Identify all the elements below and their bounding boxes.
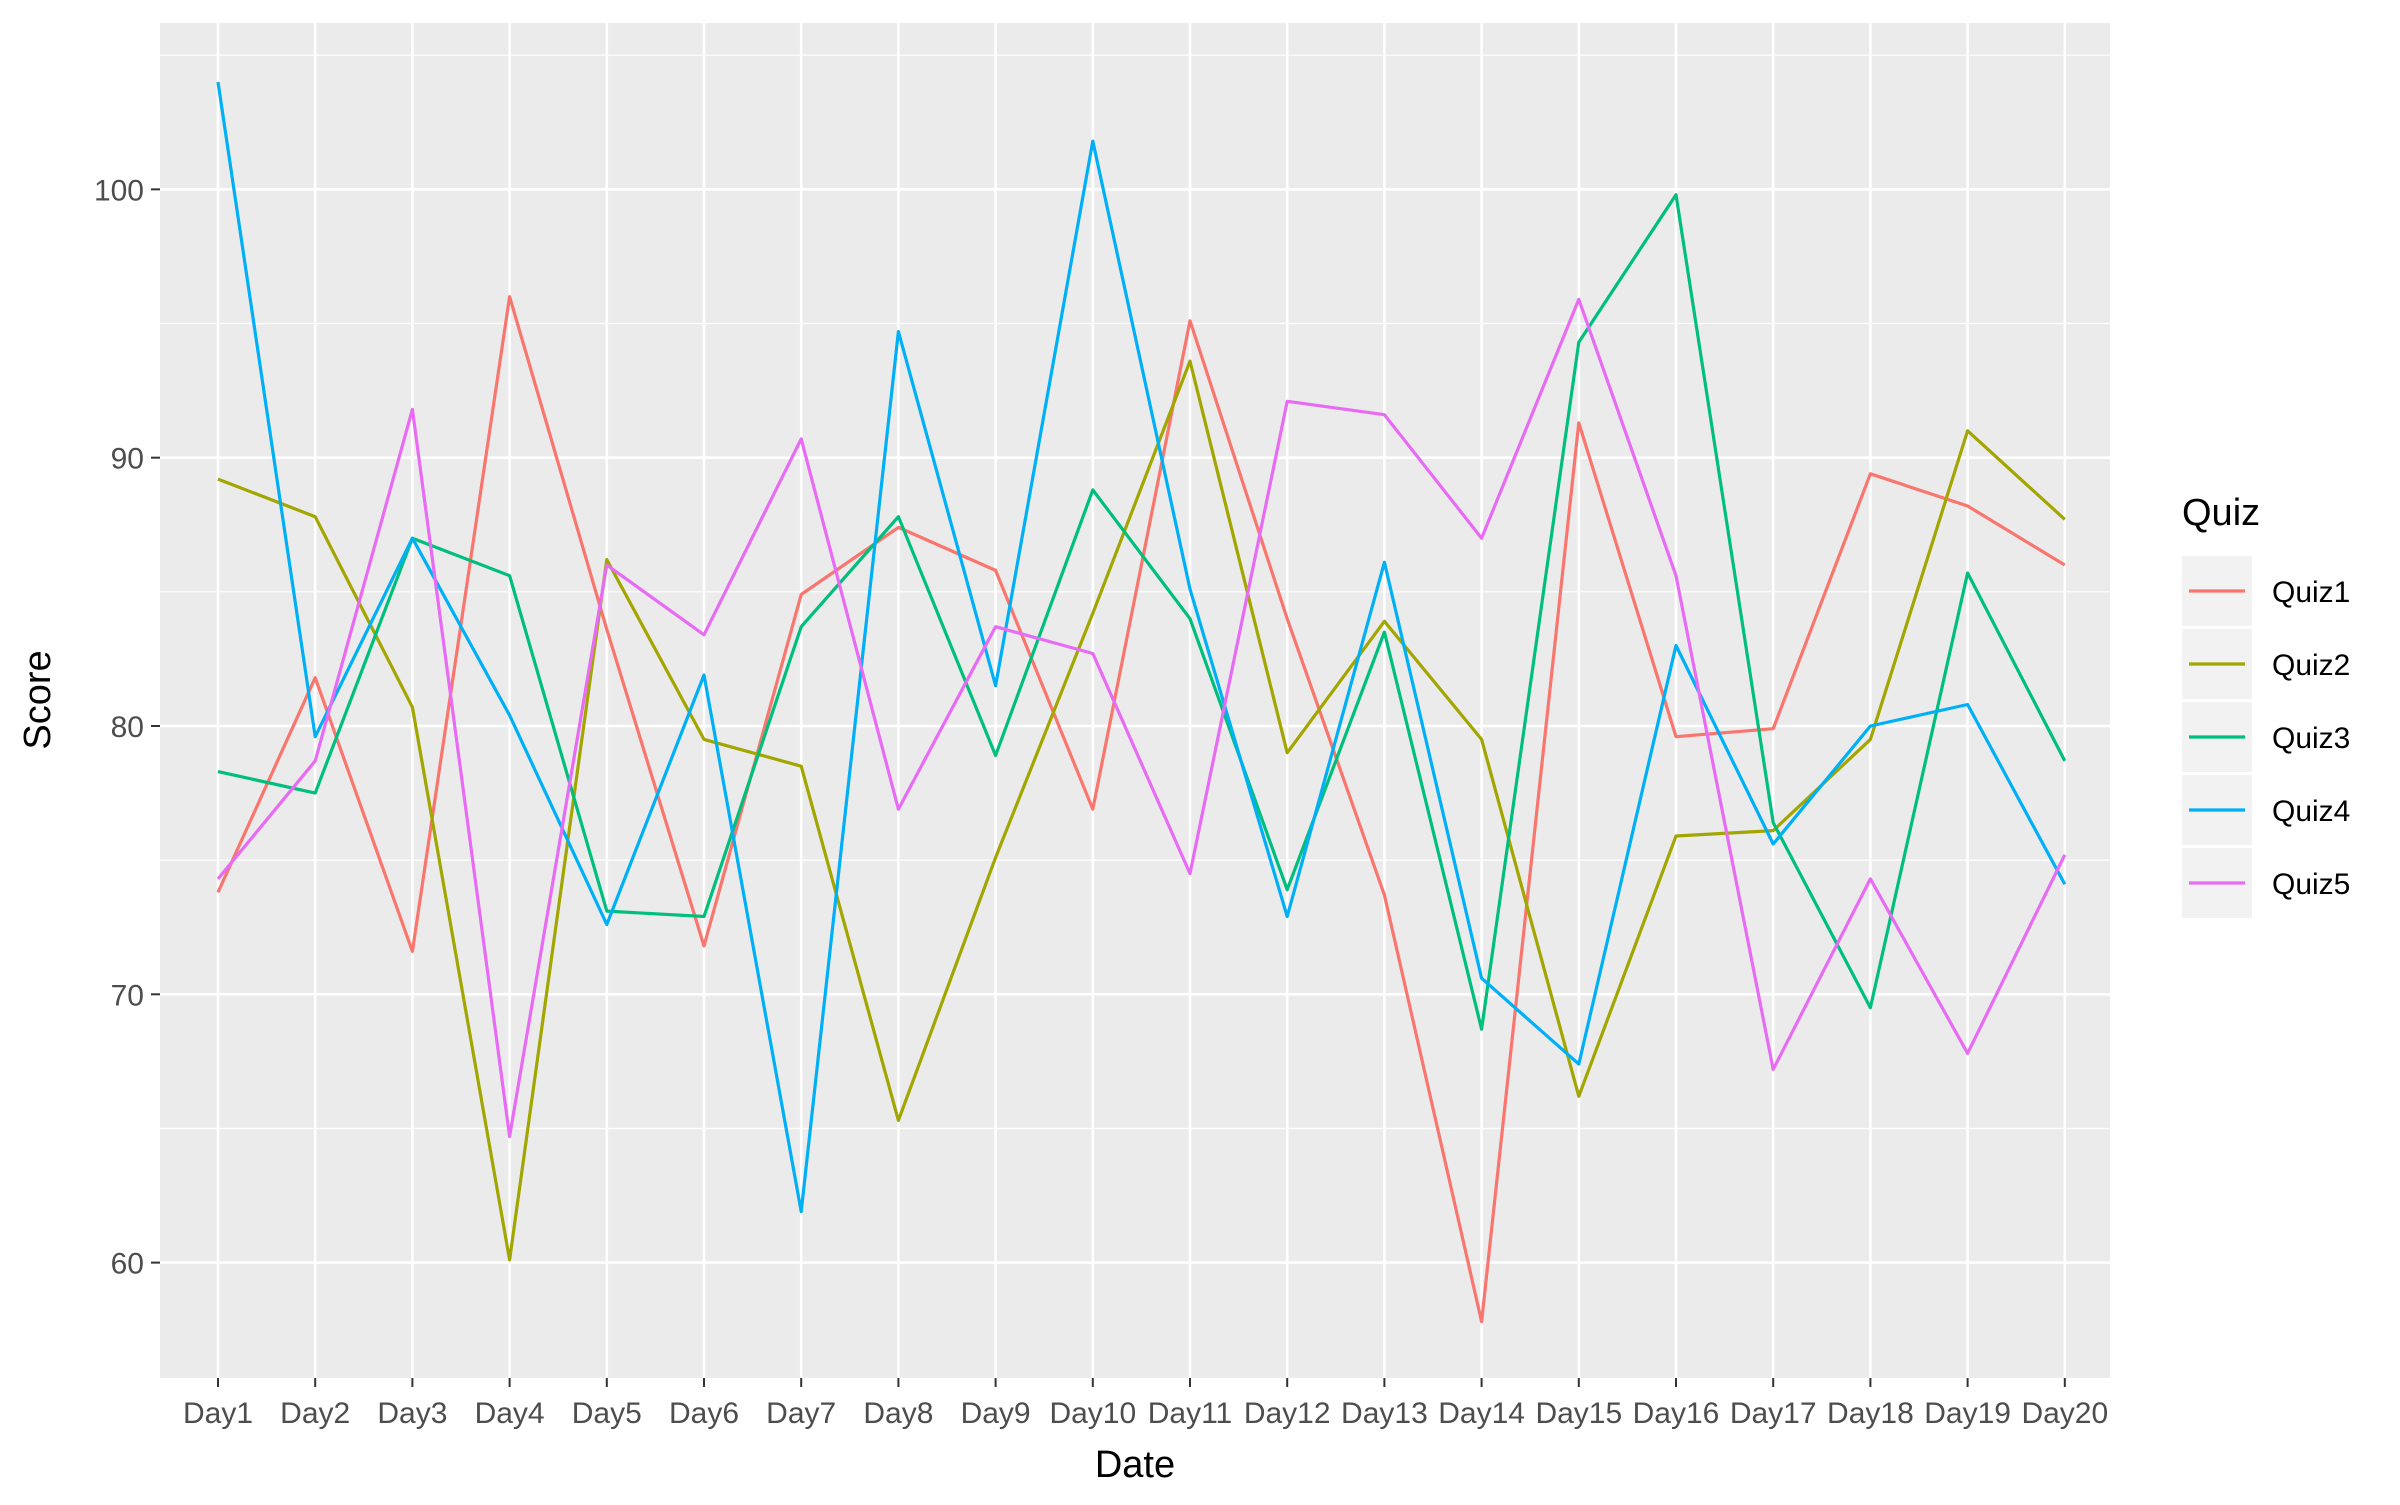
- legend: Quiz Quiz1 Quiz2 Quiz3 Quiz4 Quiz5: [2182, 492, 2350, 918]
- legend-label-quiz2: Quiz2: [2272, 649, 2350, 682]
- y-tick-label: 60: [111, 1248, 144, 1281]
- x-tick-label: Day7: [766, 1397, 836, 1430]
- x-axis-title: Date: [1095, 1444, 1175, 1486]
- x-tick-label: Day12: [1244, 1397, 1331, 1430]
- x-tick-label: Day15: [1535, 1397, 1622, 1430]
- x-tick-label: Day6: [669, 1397, 739, 1430]
- y-tick-label: 80: [111, 711, 144, 744]
- y-axis: 60 70 80 90 100: [94, 174, 160, 1281]
- series-line-quiz3: [217, 193, 2067, 1031]
- series-line-quiz1: [216, 295, 2066, 1324]
- x-tick-label: Day8: [863, 1397, 933, 1430]
- y-tick-label: 100: [94, 174, 144, 207]
- legend-label-quiz5: Quiz5: [2272, 868, 2350, 901]
- series-layer: [216, 81, 2067, 1324]
- y-axis-title: Score: [17, 650, 59, 749]
- x-tick-label: Day18: [1827, 1397, 1914, 1430]
- y-tick-label: 90: [111, 443, 144, 476]
- x-tick-label: Day3: [377, 1397, 447, 1430]
- x-tick-label: Day11: [1148, 1397, 1233, 1430]
- x-tick-label: Day2: [280, 1397, 350, 1430]
- legend-label-quiz1: Quiz1: [2272, 576, 2350, 609]
- x-tick-label: Day13: [1341, 1397, 1428, 1430]
- x-tick-label: Day20: [2021, 1397, 2108, 1430]
- legend-label-quiz3: Quiz3: [2272, 722, 2350, 755]
- series-line-quiz5: [216, 297, 2067, 1139]
- y-tick-label: 70: [111, 979, 144, 1012]
- x-tick-label: Day1: [183, 1397, 253, 1430]
- x-tick-label: Day17: [1730, 1397, 1817, 1430]
- x-tick-label: Day16: [1633, 1397, 1720, 1430]
- x-tick-label: Day5: [572, 1397, 642, 1430]
- legend-title: Quiz: [2182, 492, 2260, 534]
- x-axis: Day1 Day2 Day3 Day4 Day5 Day6 Day7 Day8 Day9 Day1…: [183, 1378, 2108, 1430]
- x-tick-label: Day4: [475, 1397, 545, 1430]
- x-tick-label: Day19: [1924, 1397, 2011, 1430]
- legend-label-quiz4: Quiz4: [2272, 795, 2350, 828]
- series-line-quiz4: [216, 81, 2067, 1214]
- series-line-quiz2: [217, 359, 2066, 1262]
- x-tick-label: Day10: [1049, 1397, 1136, 1430]
- x-tick-label: Day9: [961, 1397, 1031, 1430]
- x-tick-label: Day14: [1438, 1397, 1525, 1430]
